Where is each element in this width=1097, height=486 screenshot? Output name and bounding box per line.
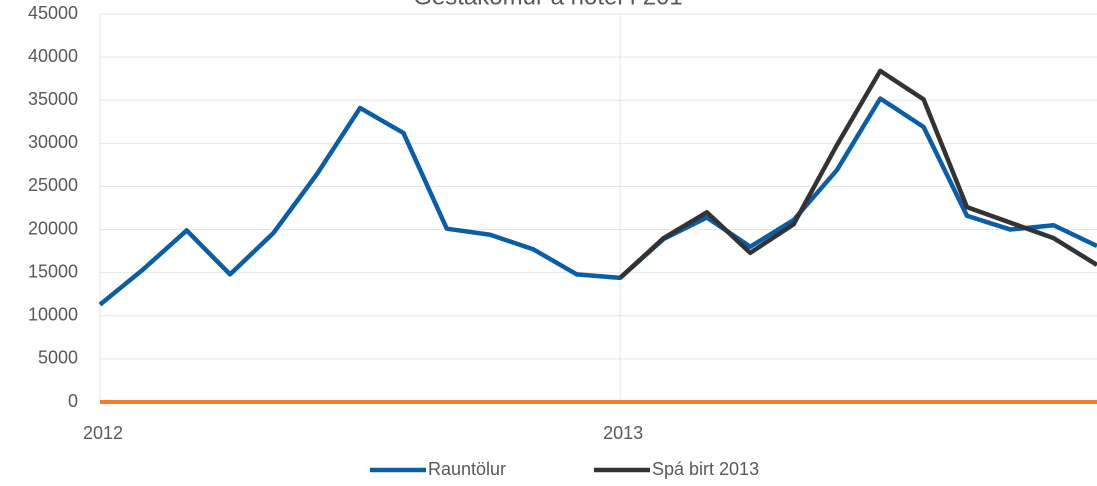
- y-tick-label: 40000: [28, 46, 78, 66]
- legend-label: Spá birt 2013: [652, 459, 759, 479]
- y-tick-label: 20000: [28, 218, 78, 238]
- y-tick-label: 0: [68, 391, 78, 411]
- series-line: [618, 68, 1097, 280]
- y-tick-label: 45000: [28, 3, 78, 23]
- y-tick-label: 30000: [28, 132, 78, 152]
- legend-label: Rauntölur: [428, 459, 506, 479]
- y-tick-label: 10000: [28, 305, 78, 325]
- series-line: [98, 96, 1097, 307]
- chart-title: Gestakomur á hótel í 201: [413, 0, 682, 10]
- y-tick-label: 25000: [28, 175, 78, 195]
- x-tick-label: 2012: [83, 423, 123, 443]
- y-tick-label: 35000: [28, 89, 78, 109]
- x-tick-label: 2013: [603, 423, 643, 443]
- y-tick-label: 15000: [28, 261, 78, 281]
- y-tick-label: 5000: [38, 348, 78, 368]
